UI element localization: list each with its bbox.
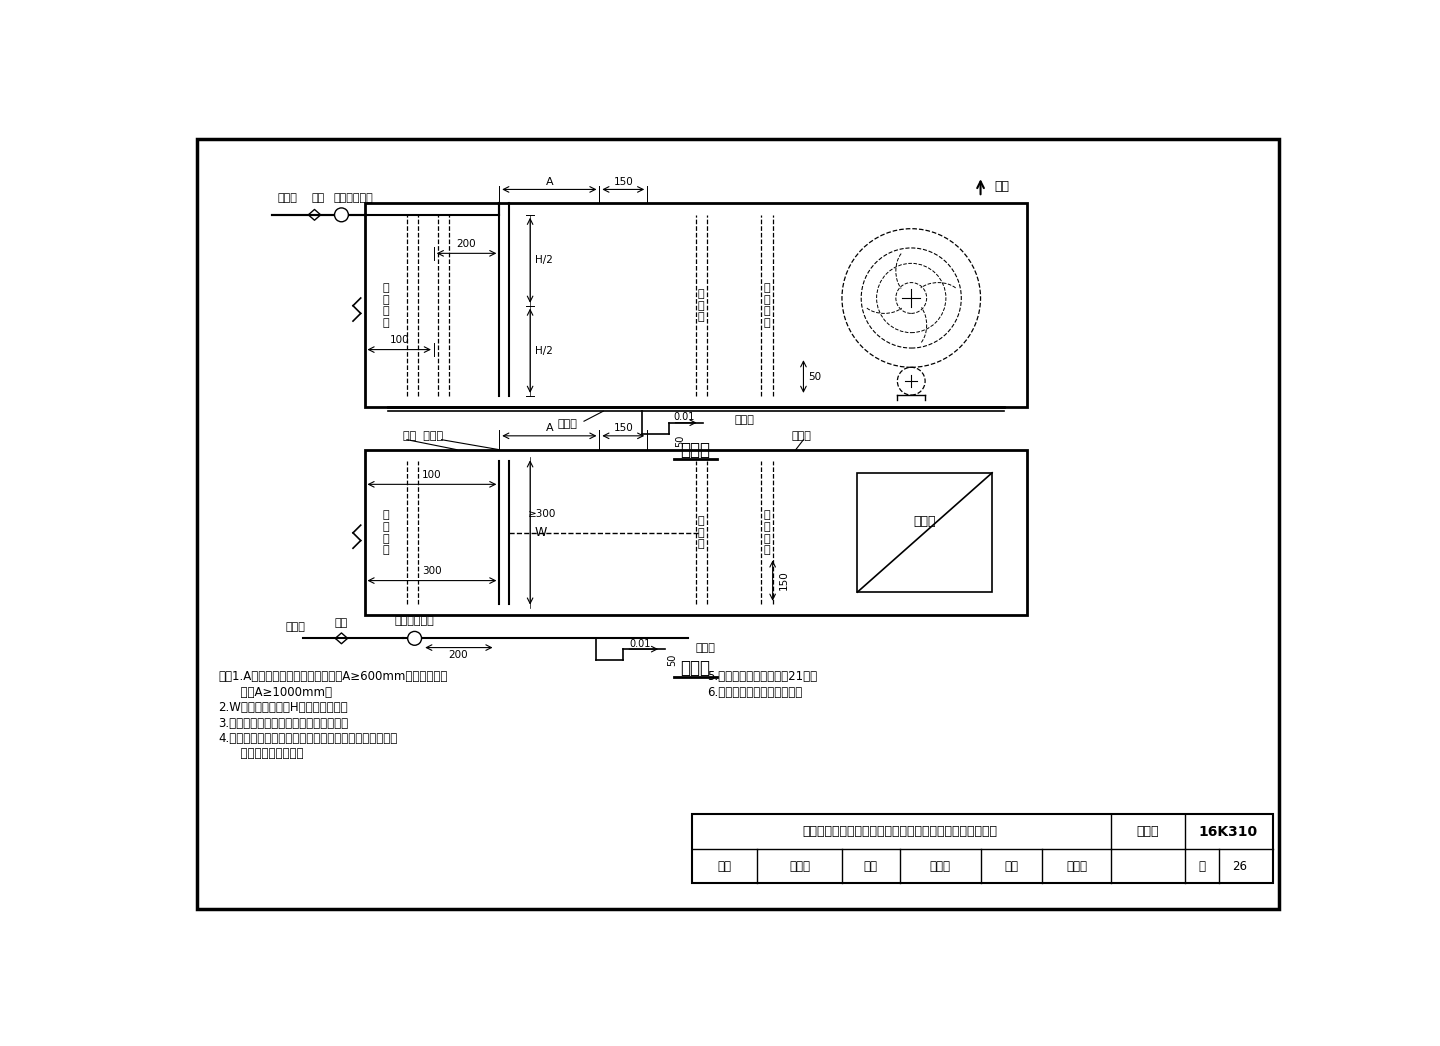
Text: 排水管: 排水管	[734, 415, 755, 426]
Text: 300: 300	[422, 566, 441, 576]
Bar	[364, 203, 1027, 407]
Text: 0.01: 0.01	[629, 639, 651, 649]
Text: 闸阀: 闸阀	[336, 618, 348, 628]
Text: 集水盘: 集水盘	[557, 419, 577, 429]
Text: 蓝鹏飞: 蓝鹏飞	[1066, 860, 1087, 872]
Text: 5.安装要求详见本图集第21页。: 5.安装要求详见本图集第21页。	[707, 670, 818, 683]
Text: 喷雾管电磁阀: 喷雾管电磁阀	[333, 192, 373, 203]
Text: 闸阀: 闸阀	[311, 192, 325, 203]
Text: 50: 50	[808, 371, 822, 382]
Text: 校对: 校对	[864, 860, 877, 872]
Text: W: W	[534, 526, 547, 540]
Text: 送风段: 送风段	[913, 515, 936, 528]
Text: 再
热
盘
管: 再 热 盘 管	[763, 510, 770, 555]
Text: 排水管: 排水管	[696, 642, 716, 653]
Circle shape	[408, 632, 422, 645]
Text: 页: 页	[1198, 860, 1205, 872]
Text: 200: 200	[449, 651, 468, 660]
Text: 集水盘: 集水盘	[792, 431, 812, 440]
Circle shape	[334, 208, 348, 222]
Text: 立面图: 立面图	[681, 440, 711, 459]
Text: 2.W为空调箱宽度，H为空调箱高度。: 2.W为空调箱宽度，H为空调箱高度。	[219, 701, 348, 714]
Text: 设计: 设计	[1004, 860, 1018, 872]
Text: H/2: H/2	[536, 255, 553, 266]
Text: 平面图: 平面图	[681, 659, 711, 677]
Text: 50: 50	[668, 654, 678, 666]
Text: A: A	[546, 177, 553, 187]
Text: 100: 100	[422, 470, 441, 480]
Text: H/2: H/2	[536, 346, 553, 356]
Text: 0.01: 0.01	[674, 412, 694, 423]
Text: 图集号: 图集号	[1136, 825, 1159, 838]
Text: 150: 150	[613, 424, 634, 433]
Text: 刘海滨: 刘海滨	[929, 860, 950, 872]
Text: 50: 50	[675, 434, 685, 447]
Text: 加
热
盘
管: 加 热 盘 管	[383, 283, 389, 328]
Text: 6.图中所注尺寸均为最小值。: 6.图中所注尺寸均为最小值。	[707, 686, 802, 699]
Text: 喷雾管电磁阀: 喷雾管电磁阀	[395, 616, 435, 627]
Text: 徐立平: 徐立平	[789, 860, 811, 872]
Text: 根据实际情况确定。: 根据实际情况确定。	[219, 747, 304, 760]
Text: ≥300: ≥300	[527, 508, 556, 519]
Text: 喷嘴  固定架: 喷嘴 固定架	[403, 431, 444, 440]
Text: 挡
水
板: 挡 水 板	[698, 289, 704, 322]
Text: 送风: 送风	[995, 180, 1009, 192]
Bar	[691, 814, 1273, 883]
Text: 150: 150	[613, 177, 634, 187]
Text: 高压喷雾、高压微雾加湿器空调机组内安装示意图（上喷）: 高压喷雾、高压微雾加湿器空调机组内安装示意图（上喷）	[802, 825, 996, 838]
Text: 审核: 审核	[717, 860, 732, 872]
Text: 150: 150	[779, 571, 789, 590]
Bar	[857, 473, 992, 592]
Text: 100: 100	[389, 336, 409, 345]
Text: 200: 200	[456, 240, 477, 249]
Text: 加
热
盘
管: 加 热 盘 管	[383, 510, 389, 555]
Text: 挡
水
板: 挡 水 板	[698, 517, 704, 549]
Text: 湿器A≥1000mm。: 湿器A≥1000mm。	[219, 686, 333, 699]
Text: 26: 26	[1233, 860, 1247, 872]
Text: 16K310: 16K310	[1200, 824, 1259, 839]
Text: 再
热
盘
管: 再 热 盘 管	[763, 283, 770, 328]
Text: 4.排水管接至排水明沟或机房地漏，具体做法由设计人员: 4.排水管接至排水明沟或机房地漏，具体做法由设计人员	[219, 732, 397, 745]
Text: 注：1.A为吸收距离，高压喷雾加湿器A≥600mm，高压微雾加: 注：1.A为吸收距离，高压喷雾加湿器A≥600mm，高压微雾加	[219, 670, 448, 683]
Text: 3.水封高度值应根据具体风机风压复核。: 3.水封高度值应根据具体风机风压复核。	[219, 717, 348, 729]
Text: 喷雾管: 喷雾管	[285, 621, 305, 632]
Text: A: A	[546, 424, 553, 433]
Text: 喷雾管: 喷雾管	[278, 192, 298, 203]
Bar	[364, 450, 1027, 615]
